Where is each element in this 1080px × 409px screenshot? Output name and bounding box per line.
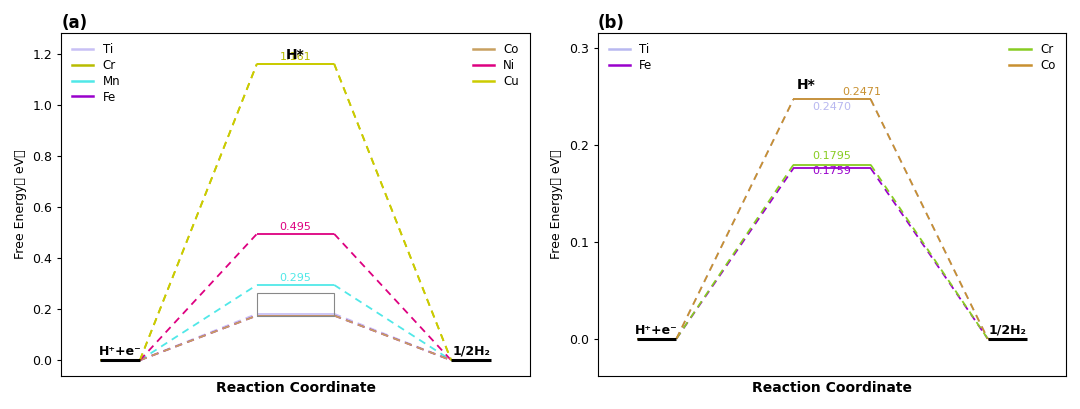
Text: 1.161: 1.161	[280, 52, 311, 62]
Text: 0.295: 0.295	[280, 273, 311, 283]
Text: (a): (a)	[62, 14, 87, 32]
Text: H*: H*	[797, 78, 815, 92]
Text: H⁺+e⁻: H⁺+e⁻	[98, 345, 141, 358]
Legend: Cr, Co: Cr, Co	[1010, 43, 1055, 72]
X-axis label: Reaction Coordinate: Reaction Coordinate	[752, 381, 912, 395]
Text: 0.495: 0.495	[280, 222, 311, 232]
Text: (b): (b)	[598, 14, 625, 32]
Text: H⁺+e⁻: H⁺+e⁻	[635, 324, 678, 337]
Y-axis label: Free Energy（ eV）: Free Energy（ eV）	[14, 150, 27, 259]
Text: 1/2H₂: 1/2H₂	[988, 324, 1026, 337]
Text: H*: H*	[286, 48, 305, 62]
X-axis label: Reaction Coordinate: Reaction Coordinate	[216, 381, 376, 395]
Text: 1/2H₂: 1/2H₂	[453, 345, 490, 358]
Text: 0.1759: 0.1759	[812, 166, 851, 176]
Y-axis label: Free Energy（ eV）: Free Energy（ eV）	[551, 150, 564, 259]
Text: 0.2470: 0.2470	[812, 102, 851, 112]
Bar	[257, 292, 334, 316]
Legend: Co, Ni, Cu: Co, Ni, Cu	[473, 43, 519, 88]
Text: 0.2471: 0.2471	[841, 87, 881, 97]
Text: 0.1795: 0.1795	[812, 151, 851, 162]
